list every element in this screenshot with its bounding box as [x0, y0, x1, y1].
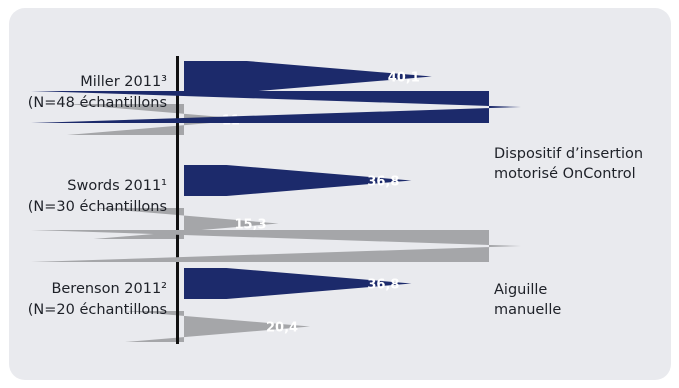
value-label-0-1: 36,8 — [367, 175, 399, 190]
value-label-1-2: 20,4 — [266, 321, 298, 336]
legend-label-0-line2: motorisé OnControl — [494, 166, 636, 182]
legend-swatch-1 — [31, 230, 521, 262]
legend-label-1-line1: Aiguille — [494, 282, 547, 298]
legend-label-1-line2: manuelle — [494, 302, 561, 318]
legend-swatch-0 — [31, 91, 521, 123]
value-label-0-2: 36,8 — [367, 278, 399, 293]
bar-manual-2 — [125, 311, 311, 342]
category-label-1-line1: Swords 2011¹ — [67, 178, 167, 194]
bar-manual-1 — [93, 208, 279, 239]
category-label-2-line1: Berenson 2011² — [51, 281, 167, 297]
category-label-0-line1: Miller 2011³ — [80, 74, 167, 90]
category-label-1-line2: (N=30 échantillons — [28, 199, 167, 215]
value-label-1-1: 15,3 — [234, 218, 266, 233]
bar-oncontrol-2 — [184, 268, 412, 299]
bar-oncontrol-1 — [184, 165, 412, 196]
legend-label-0-line1: Dispositif d’insertion — [494, 146, 643, 162]
category-label-2-line2: (N=20 échantillons — [28, 302, 167, 318]
value-label-0-0: 40,1 — [388, 71, 420, 86]
bar-oncontrol-0 — [184, 61, 432, 92]
category-label-0-line2: (N=48 échantillons — [28, 95, 167, 111]
